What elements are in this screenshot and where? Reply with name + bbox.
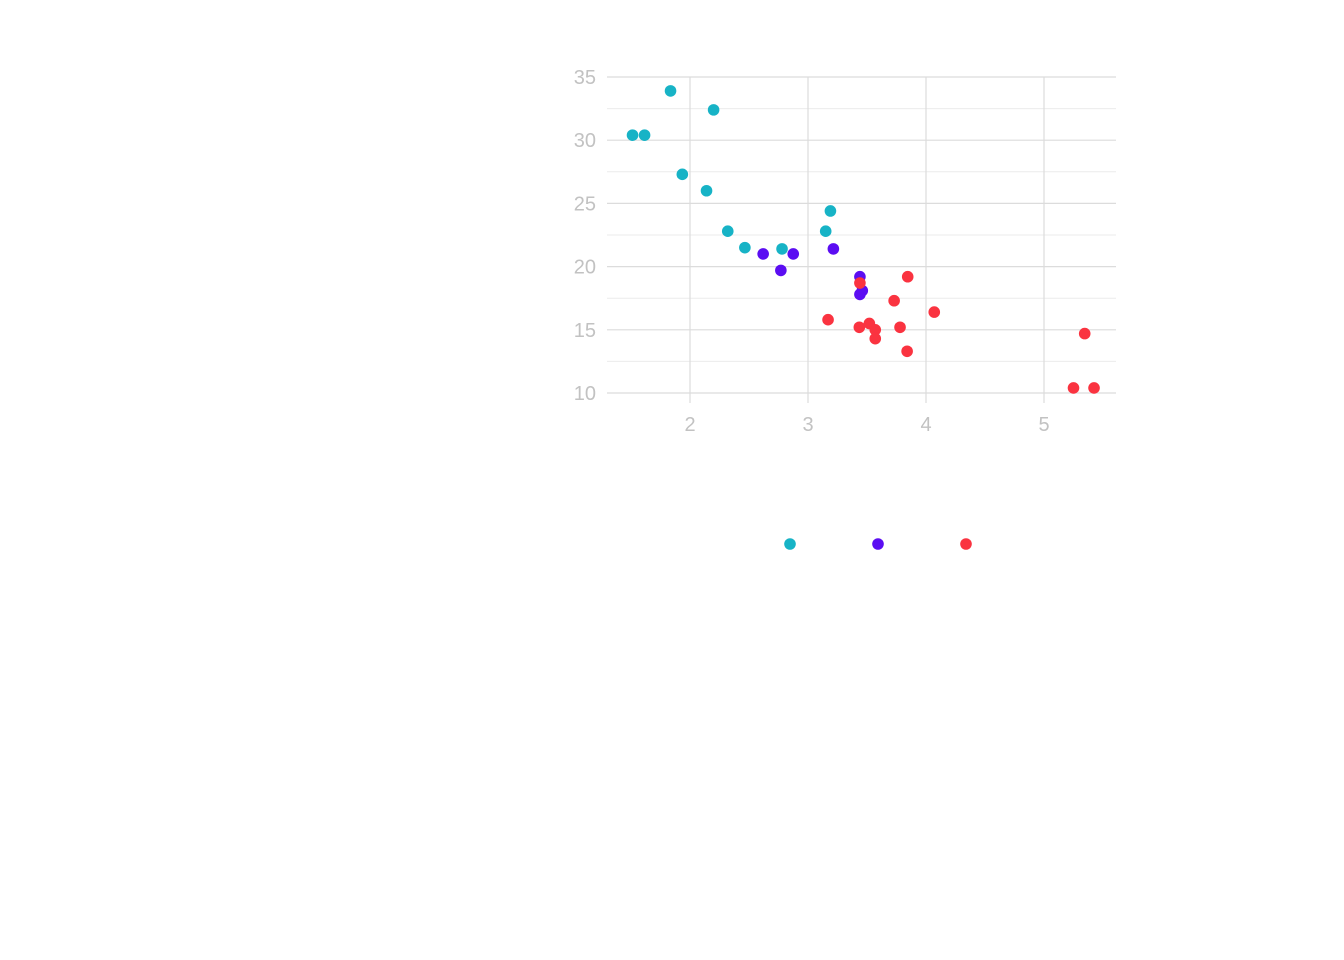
y-tick-label: 25 (574, 193, 596, 215)
data-point (739, 241, 751, 254)
legend-marker (960, 538, 972, 550)
data-point (888, 294, 900, 307)
x-tick-label: 3 (802, 414, 813, 436)
data-point (824, 205, 837, 217)
legend-marker (784, 538, 796, 550)
data-point (775, 264, 787, 277)
y-tick-label: 20 (574, 257, 596, 279)
y-tick-label: 10 (574, 383, 596, 405)
data-point (1088, 382, 1100, 394)
data-point (676, 168, 689, 181)
data-point (664, 85, 677, 97)
data-point (822, 313, 834, 326)
data-point (700, 184, 713, 197)
data-point (776, 243, 788, 255)
data-point (869, 332, 882, 345)
data-point (1078, 327, 1091, 340)
x-tick-label: 2 (684, 414, 695, 436)
data-points (626, 85, 1100, 394)
grid-lines (607, 76, 1116, 403)
x-axis-ticks: 2 3 4 5 (684, 414, 1049, 436)
data-point (819, 225, 832, 238)
data-point (721, 225, 734, 238)
y-tick-label: 35 (574, 67, 596, 89)
data-point (757, 248, 769, 260)
data-point (638, 129, 651, 141)
data-point (901, 345, 913, 358)
data-point (894, 321, 906, 334)
legend-marker (872, 538, 884, 550)
data-point (853, 321, 866, 334)
data-point (928, 306, 941, 318)
data-point (1067, 382, 1080, 394)
data-point (854, 277, 866, 289)
y-tick-label: 30 (574, 130, 596, 152)
data-point (901, 270, 914, 283)
data-point (827, 243, 840, 255)
x-tick-label: 4 (920, 414, 931, 436)
x-tick-label: 5 (1038, 414, 1049, 436)
legend (784, 538, 972, 550)
y-tick-label: 15 (574, 320, 596, 342)
data-point (707, 104, 720, 116)
data-point (626, 129, 639, 141)
y-axis-ticks: 10 15 20 25 30 35 (574, 67, 596, 405)
data-point (869, 324, 882, 336)
data-point (787, 248, 800, 260)
